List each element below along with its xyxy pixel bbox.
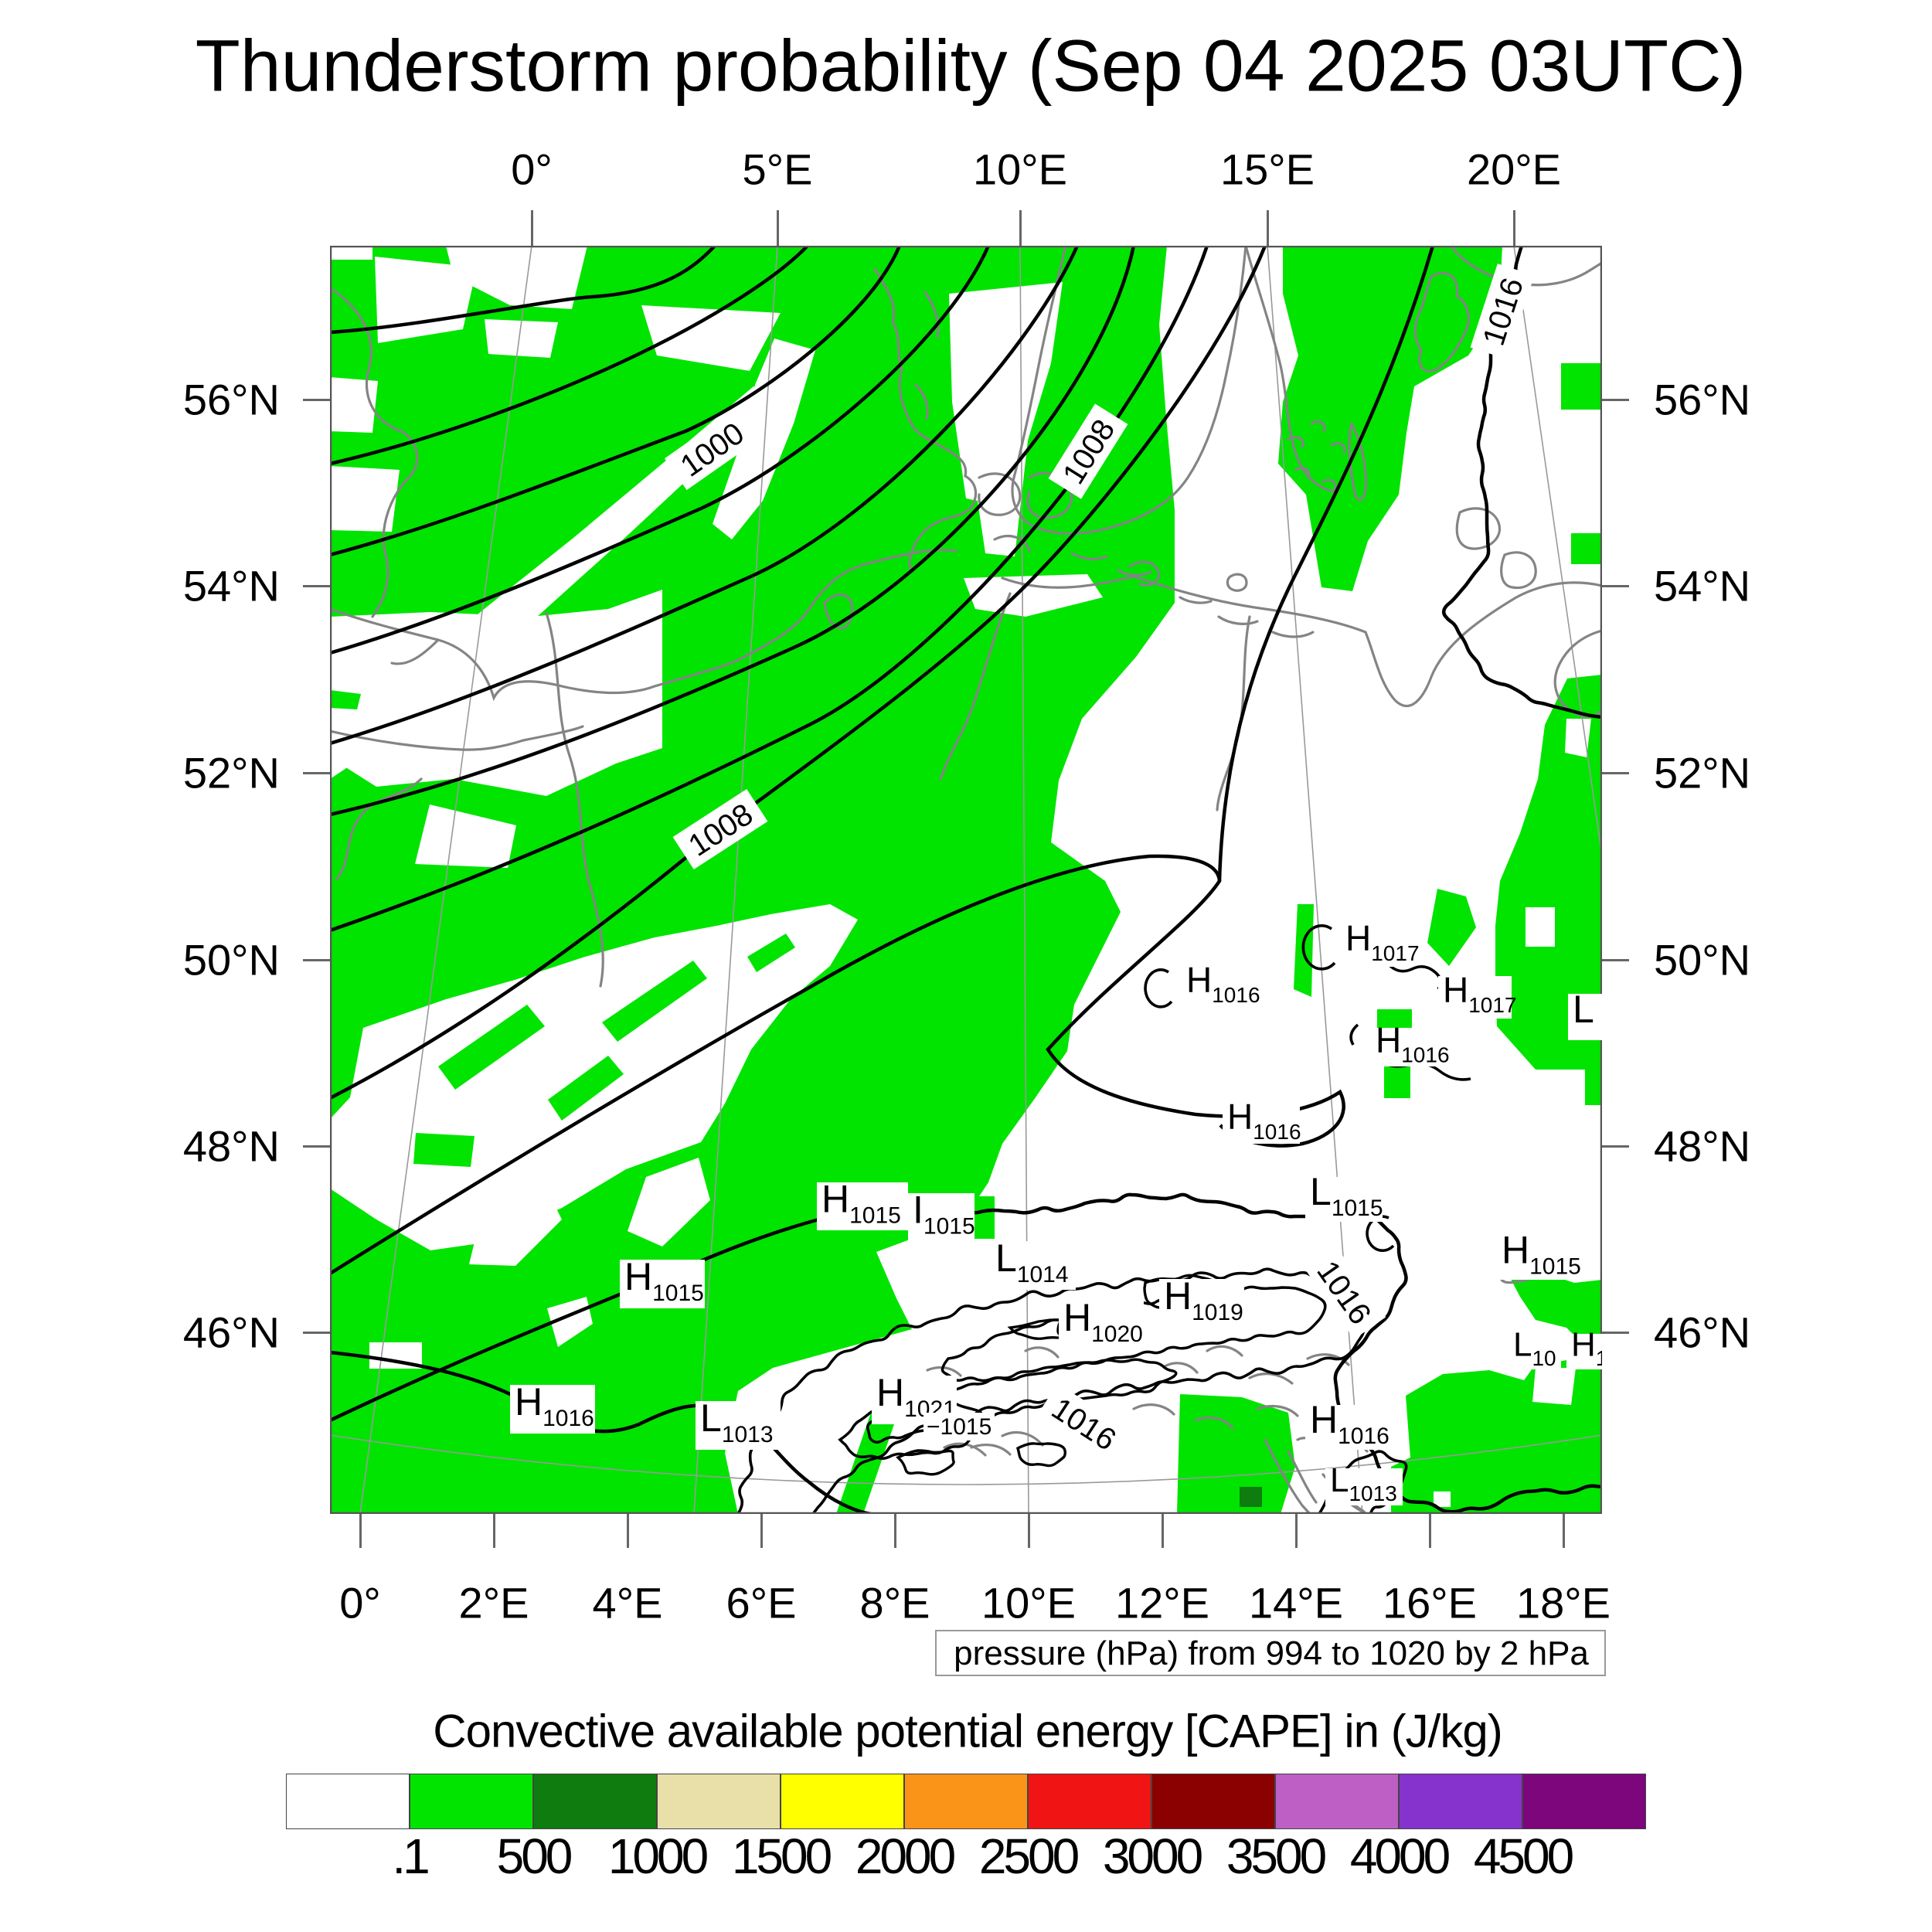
svg-text:−1015: −1015 xyxy=(927,1414,992,1440)
svg-text:H1016: H1016 xyxy=(1376,1020,1450,1067)
svg-text:H1016: H1016 xyxy=(1227,1097,1301,1144)
svg-text:H1016: H1016 xyxy=(1186,960,1260,1007)
svg-text:L: L xyxy=(1573,988,1594,1031)
svg-text:L10: L10 xyxy=(1513,1326,1556,1370)
svg-text:L1013: L1013 xyxy=(1330,1461,1397,1505)
